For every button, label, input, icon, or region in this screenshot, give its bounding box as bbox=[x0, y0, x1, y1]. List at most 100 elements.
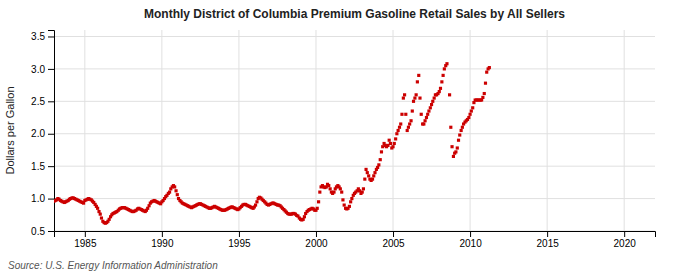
data-point bbox=[430, 103, 433, 106]
data-point bbox=[467, 116, 470, 119]
data-point bbox=[361, 191, 364, 194]
x-tick-mark bbox=[85, 231, 86, 237]
data-point bbox=[254, 203, 257, 206]
marks bbox=[54, 62, 491, 225]
x-axis-line bbox=[55, 232, 656, 238]
data-point bbox=[448, 93, 451, 96]
data-point bbox=[438, 90, 441, 93]
y-tick: 3.0 bbox=[31, 64, 54, 75]
data-point bbox=[404, 113, 407, 116]
data-point bbox=[429, 106, 432, 109]
data-point bbox=[431, 100, 434, 103]
y-tick-mark bbox=[48, 101, 54, 102]
data-point bbox=[426, 113, 429, 116]
y-tick: 0.5 bbox=[31, 226, 54, 237]
data-point bbox=[364, 168, 367, 171]
y-axis-line bbox=[48, 31, 55, 232]
data-point bbox=[440, 80, 443, 83]
data-point bbox=[176, 193, 179, 196]
x-tick-label: 2010 bbox=[459, 238, 482, 249]
data-point bbox=[303, 215, 306, 218]
data-point bbox=[412, 100, 415, 103]
x-tick-label: 2015 bbox=[537, 238, 560, 249]
data-point bbox=[456, 146, 459, 149]
data-point bbox=[449, 126, 452, 129]
data-point bbox=[394, 137, 397, 140]
data-point bbox=[366, 171, 369, 174]
x-tick: 1995 bbox=[228, 231, 251, 249]
y-tick-label: 1.0 bbox=[31, 193, 45, 204]
data-point bbox=[485, 71, 488, 74]
x-tick-mark bbox=[547, 231, 548, 237]
y-tick-label: 0.5 bbox=[31, 226, 45, 237]
x-tick-label: 1995 bbox=[228, 238, 251, 249]
data-point bbox=[417, 74, 420, 77]
data-point bbox=[468, 113, 471, 116]
data-point bbox=[367, 174, 370, 177]
data-point bbox=[316, 207, 319, 210]
data-point bbox=[442, 74, 445, 77]
data-point bbox=[407, 126, 410, 129]
grid-line-x bbox=[393, 30, 394, 231]
grid-line-y bbox=[54, 36, 655, 37]
data-point bbox=[391, 145, 394, 148]
data-point bbox=[348, 205, 351, 208]
data-point bbox=[445, 62, 448, 65]
data-point bbox=[96, 207, 99, 210]
grid-line-x bbox=[238, 30, 239, 231]
chart-svg: 1985 1990 1995 2000 2005 2010 2015 2020 0.5 1.0 1.… bbox=[0, 0, 675, 275]
data-point bbox=[470, 109, 473, 112]
x-tick-label: 2005 bbox=[382, 238, 405, 249]
x-tick: 2000 bbox=[305, 231, 328, 249]
data-point bbox=[255, 200, 258, 203]
data-point bbox=[327, 184, 330, 187]
y-tick-mark bbox=[48, 69, 54, 70]
data-point bbox=[402, 96, 405, 99]
x-tick-label: 1985 bbox=[74, 238, 97, 249]
y-axis: 0.51.01.52.02.53.03.5 bbox=[31, 31, 54, 237]
y-tick: 1.5 bbox=[31, 161, 54, 172]
data-point bbox=[420, 113, 423, 116]
y-tick: 3.5 bbox=[31, 31, 54, 42]
grid-line-x bbox=[315, 30, 316, 231]
x-tick-label: 2020 bbox=[614, 238, 637, 249]
x-tick-mark bbox=[162, 231, 163, 237]
grid-line-y bbox=[54, 166, 655, 167]
data-point bbox=[471, 106, 474, 109]
x-tick: 2015 bbox=[537, 231, 560, 249]
data-point bbox=[483, 92, 486, 95]
y-tick-mark bbox=[48, 199, 54, 200]
y-tick-label: 3.5 bbox=[31, 31, 45, 42]
x-tick-mark bbox=[624, 231, 625, 237]
data-point bbox=[450, 145, 453, 148]
x-tick: 1990 bbox=[151, 231, 174, 249]
y-tick: 1.0 bbox=[31, 193, 54, 204]
data-point bbox=[423, 119, 426, 122]
data-point bbox=[416, 80, 419, 83]
y-tick-mark bbox=[48, 231, 54, 232]
data-point bbox=[458, 133, 461, 136]
x-tick-mark bbox=[316, 231, 317, 237]
chart-title: Monthly District of Columbia Premium Gas… bbox=[144, 7, 565, 21]
data-point bbox=[168, 191, 171, 194]
source-note: Source: U.S. Energy Information Administ… bbox=[8, 260, 218, 271]
grid-line-y bbox=[54, 133, 655, 134]
data-point bbox=[395, 132, 398, 135]
data-point bbox=[460, 129, 463, 132]
y-tick-mark bbox=[48, 166, 54, 167]
grid-line-y bbox=[54, 198, 655, 199]
y-tick: 2.5 bbox=[31, 96, 54, 107]
x-tick: 2005 bbox=[382, 231, 405, 249]
data-point bbox=[452, 155, 455, 158]
data-point bbox=[341, 198, 344, 201]
x-tick-mark bbox=[239, 231, 240, 237]
x-tick-mark bbox=[470, 231, 471, 237]
data-point bbox=[411, 109, 414, 112]
y-axis-title: Dollars per Gallon bbox=[4, 86, 16, 174]
data-point bbox=[393, 142, 396, 145]
data-point bbox=[439, 87, 442, 90]
data-point bbox=[461, 126, 464, 129]
data-point bbox=[413, 96, 416, 99]
data-point bbox=[332, 191, 335, 194]
data-point bbox=[397, 129, 400, 132]
